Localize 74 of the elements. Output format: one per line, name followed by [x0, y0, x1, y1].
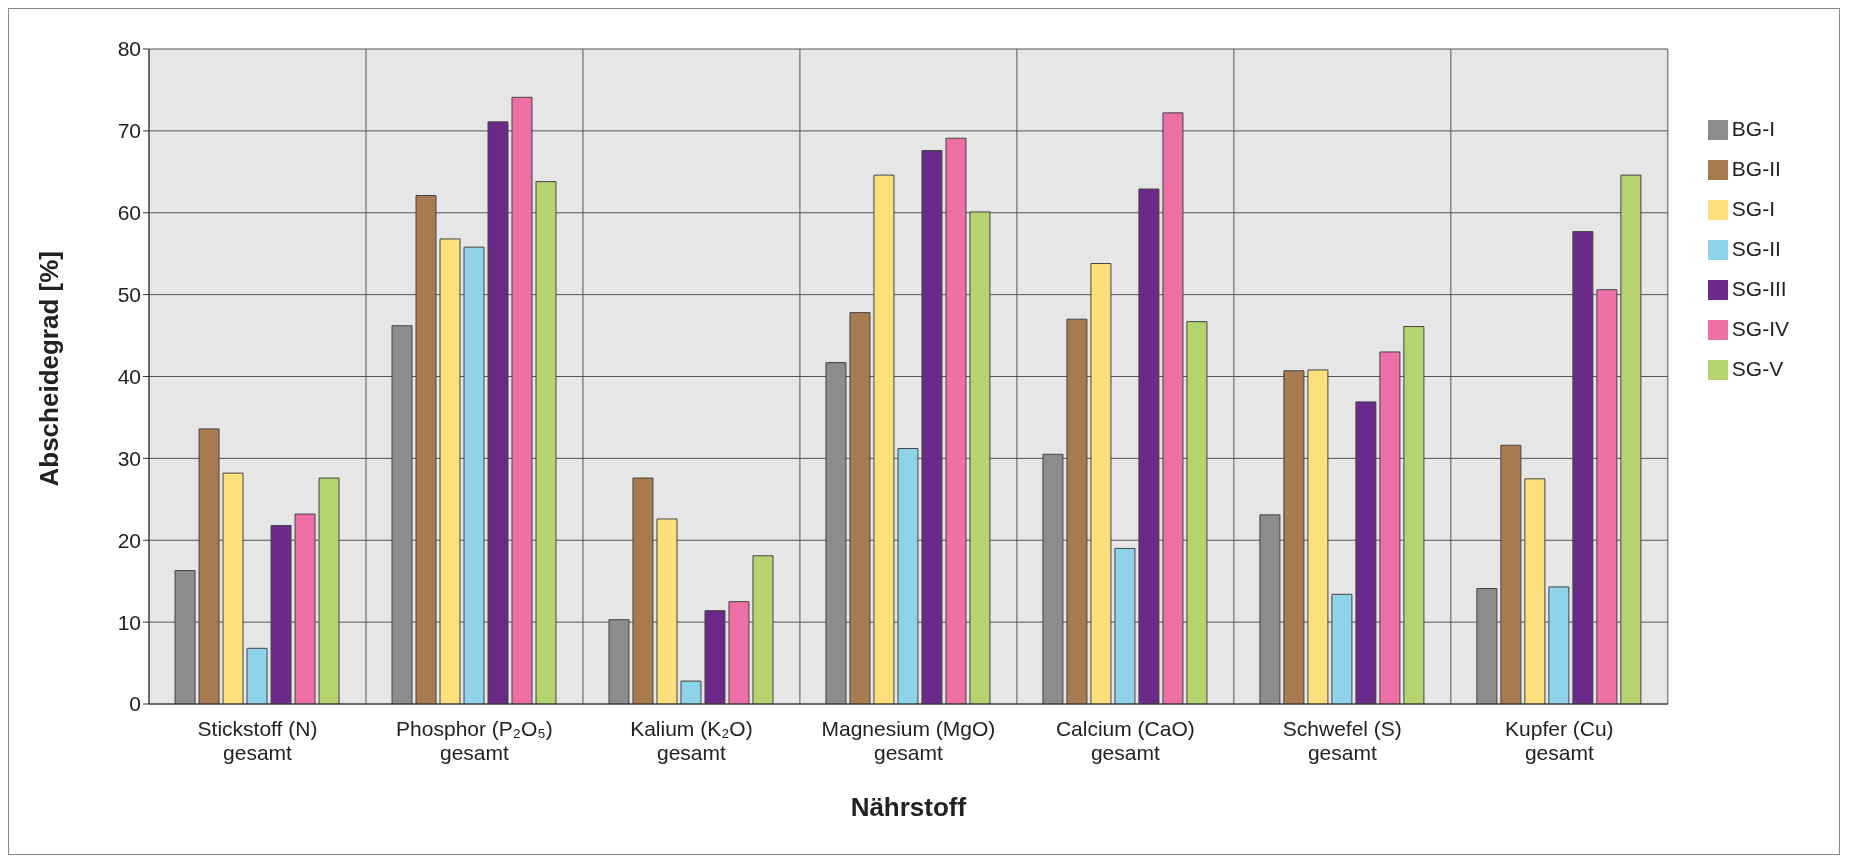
x-tick-label: Stickstoff (N) gesamt: [197, 717, 318, 764]
bar: [439, 238, 461, 704]
bar: [1355, 401, 1377, 704]
legend-label: SG-IV: [1731, 317, 1789, 340]
legend-label: SG-III: [1731, 277, 1787, 300]
bar: [174, 570, 196, 704]
y-tick-label: 30: [117, 446, 141, 470]
legend-label: BG-I: [1731, 117, 1775, 140]
y-tick-label: 70: [117, 119, 141, 143]
legend-label: SG-V: [1731, 357, 1784, 380]
x-tick-label: Kalium (K₂O) gesamt: [630, 717, 753, 764]
y-tick-label: 20: [117, 528, 141, 552]
x-axis-title: Nährstoff: [850, 792, 967, 822]
bar: [1331, 593, 1353, 704]
bar: [1042, 453, 1064, 704]
bar: [656, 518, 678, 704]
bar: [1186, 321, 1208, 704]
y-tick-label: 40: [117, 364, 141, 388]
bar: [1596, 289, 1618, 704]
bar: [1379, 351, 1401, 704]
x-tick-label: Kupfer (Cu) gesamt: [1505, 717, 1614, 764]
bar: [463, 246, 485, 704]
bar: [294, 513, 316, 704]
bar: [391, 325, 413, 704]
bar: [1620, 174, 1642, 704]
x-tick-label: Calcium (CaO) gesamt: [1055, 717, 1195, 764]
bar: [825, 362, 847, 704]
bar: [1307, 369, 1329, 704]
bar: [415, 195, 437, 704]
bar: [1138, 188, 1160, 704]
bar: [222, 472, 244, 704]
bar: [487, 121, 509, 704]
x-tick-label: Schwefel (S) gesamt: [1282, 717, 1402, 764]
bar: [1090, 263, 1112, 704]
legend-label: BG-II: [1731, 157, 1781, 180]
legend-label: SG-I: [1731, 197, 1775, 220]
bar: [318, 477, 340, 704]
bar: [1572, 231, 1594, 704]
x-tick-label: Magnesium (MgO) gesamt: [821, 717, 996, 764]
bar: [897, 448, 919, 704]
bar: [1548, 586, 1570, 704]
bar: [752, 555, 774, 704]
bar: [198, 428, 220, 704]
bar: [246, 647, 268, 704]
bar: [1066, 318, 1088, 704]
bar: [535, 181, 557, 704]
bar: [969, 211, 991, 704]
y-tick-label: 60: [117, 201, 141, 225]
bar: [1524, 478, 1546, 704]
bar: [1162, 112, 1184, 704]
y-tick-label: 10: [117, 610, 141, 634]
bar: [1283, 370, 1305, 704]
y-tick-label: 0: [129, 692, 141, 716]
legend-label: SG-II: [1731, 237, 1781, 260]
bar: [1259, 514, 1281, 704]
y-axis-title: Abscheidegrad [%]: [34, 251, 65, 487]
y-tick-label: 80: [117, 37, 141, 61]
bar: [849, 312, 871, 704]
bar: [632, 477, 654, 704]
bar: [921, 150, 943, 704]
y-tick-label: 50: [117, 283, 141, 307]
x-tick-label: Phosphor (P₂O₅) gesamt: [396, 717, 553, 764]
bar: [680, 680, 702, 704]
bar: [873, 174, 895, 704]
bar: [270, 525, 292, 704]
bar: [1500, 444, 1522, 704]
bar: [728, 601, 750, 704]
bar: [1476, 588, 1498, 704]
bar: [511, 96, 533, 704]
bar: [945, 137, 967, 704]
bar: [1403, 326, 1425, 704]
bar: [704, 610, 726, 704]
bar: [1114, 547, 1136, 704]
bar: [608, 619, 630, 704]
